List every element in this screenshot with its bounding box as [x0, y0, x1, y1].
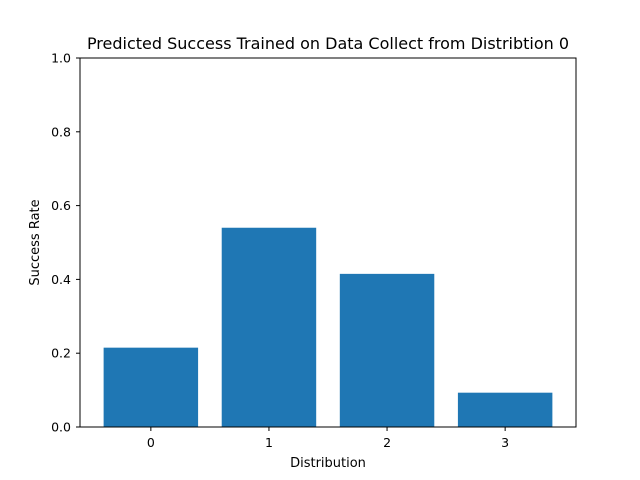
plot-frame: [79, 57, 577, 428]
y-tick-label: 0.2: [51, 346, 71, 361]
bars-layer: [103, 227, 553, 427]
y-tick-label: 0.4: [51, 272, 71, 287]
bar-0: [103, 347, 199, 427]
bar-1: [221, 227, 317, 427]
x-tick-label: 3: [501, 435, 509, 450]
x-axis-ticks: 0 1 2 3: [147, 427, 509, 450]
bar-3: [457, 392, 553, 427]
y-tick-label: 0.6: [51, 198, 71, 213]
chart-title: Predicted Success Trained on Data Collec…: [87, 34, 569, 53]
x-axis-label: Distribution: [290, 456, 366, 471]
x-tick-label: 1: [265, 435, 273, 450]
y-axis-ticks: 0.0 0.2 0.4 0.6 0.8 1.0: [51, 51, 80, 435]
y-tick-label: 0.8: [51, 124, 71, 139]
x-tick-label: 0: [147, 435, 155, 450]
bar-2: [339, 273, 435, 427]
y-tick-label: 0.0: [51, 420, 71, 435]
x-tick-label: 2: [383, 435, 391, 450]
y-axis-label: Success Rate: [28, 199, 43, 285]
y-tick-label: 1.0: [51, 51, 71, 66]
